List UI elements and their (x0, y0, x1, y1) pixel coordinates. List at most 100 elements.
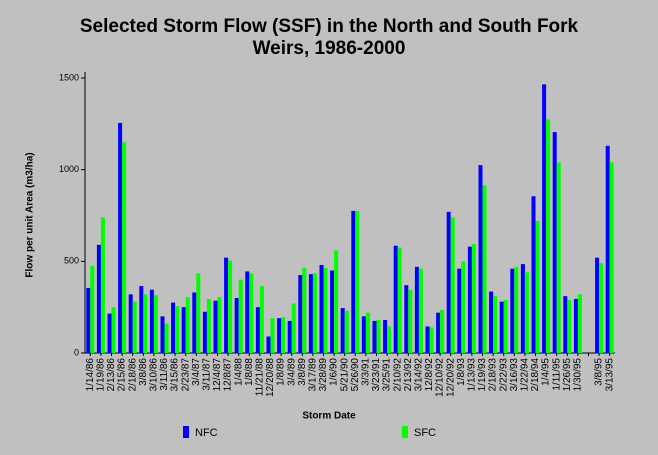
bar (111, 307, 116, 353)
bar (255, 307, 260, 353)
y-tick-label: 1000 (59, 164, 79, 174)
x-tick-label: 12/8/87 (223, 358, 234, 392)
bar (228, 260, 233, 353)
bar (376, 320, 381, 353)
bar (450, 217, 455, 353)
bar (192, 292, 197, 353)
chart-title: Selected Storm Flow (SSF) in the North a… (80, 16, 579, 37)
bar (446, 211, 451, 353)
y-axis-title: Flow per unit Area (m3/ha) (25, 152, 36, 277)
bar (361, 316, 366, 353)
x-tick-label: 1/6/90 (329, 358, 340, 386)
bar (609, 162, 614, 353)
bar (546, 119, 551, 353)
x-tick-label: 12/20/88 (265, 358, 276, 397)
x-tick-label: 12/8/92 (424, 358, 435, 392)
x-tick-label: 3/13/95 (604, 358, 615, 392)
x-tick-label: 3/3/91 (361, 358, 372, 386)
x-tick-label: 1/4/95 (541, 358, 552, 386)
x-tick-label: 3/11/87 (202, 358, 213, 391)
bar (383, 320, 388, 353)
x-tick-label: 3/25/91 (382, 358, 393, 392)
x-tick-label: 3/8/95 (594, 358, 605, 386)
bar (471, 243, 476, 353)
x-tick-label: 1/11/95 (551, 358, 562, 391)
x-tick-label: 2/23/87 (180, 358, 191, 392)
bar (344, 310, 349, 353)
bar (132, 301, 137, 353)
bar (171, 302, 176, 353)
x-tick-label: 3/28/89 (318, 358, 329, 392)
bar (393, 245, 398, 353)
legend-label: NFC (195, 427, 218, 439)
bar (139, 286, 144, 353)
x-axis-title: Storm Date (302, 411, 356, 422)
bar (107, 313, 112, 353)
bar (96, 244, 101, 353)
x-tick-label: 3/8/89 (297, 358, 308, 386)
bar (270, 318, 275, 353)
bar (595, 257, 600, 353)
bar (266, 336, 271, 353)
bar (217, 297, 222, 353)
bar (408, 289, 413, 353)
bar (599, 263, 604, 353)
x-tick-label: 1/26/95 (562, 358, 573, 392)
bar (245, 271, 250, 353)
bar (86, 287, 91, 353)
bar (128, 294, 133, 353)
bar (404, 285, 409, 353)
bar (185, 297, 190, 353)
bar (482, 185, 487, 353)
x-tick-label: 2/18/93 (488, 358, 499, 392)
y-tick-label: 1500 (59, 72, 79, 82)
x-tick-label: 2/15/86 (117, 358, 128, 392)
bar (510, 268, 515, 353)
bar (457, 268, 462, 353)
bar (291, 303, 296, 353)
bar (100, 217, 105, 353)
bar (312, 273, 317, 353)
bar (308, 274, 313, 353)
bar (281, 317, 286, 353)
bar (567, 299, 572, 353)
bar (489, 291, 494, 353)
bar (542, 84, 547, 354)
x-tick-label: 1/19/86 (96, 358, 107, 392)
bar (372, 320, 377, 353)
bar (213, 300, 218, 353)
bar (143, 294, 148, 353)
bar (181, 307, 186, 353)
bar (563, 296, 568, 353)
bar (319, 265, 324, 353)
bar (556, 162, 561, 353)
bar (436, 312, 441, 353)
bar (524, 272, 529, 353)
bar (461, 261, 466, 353)
bar (302, 267, 307, 353)
bar (552, 132, 557, 353)
x-tick-label: 1/4/88 (233, 358, 244, 386)
bar (259, 286, 264, 353)
bar (514, 266, 519, 353)
bar (153, 295, 158, 353)
x-tick-label: 3/23/91 (371, 358, 382, 392)
bar (206, 298, 211, 353)
bar (425, 326, 430, 353)
x-tick-label: 1/8/89 (276, 358, 287, 386)
bar (340, 308, 345, 353)
bar (118, 122, 123, 354)
x-tick-label: 3/4/87 (191, 358, 202, 386)
x-tick-label: 3/16/93 (509, 358, 520, 392)
bar (493, 296, 498, 353)
bar (249, 273, 254, 353)
bar (573, 298, 578, 353)
x-tick-label: 1/30/95 (573, 358, 584, 392)
bar (440, 309, 445, 353)
bar (499, 301, 504, 353)
x-tick-label: 3/8/86 (138, 358, 149, 386)
bar (478, 165, 483, 353)
bar (330, 270, 335, 353)
bar (287, 320, 292, 353)
